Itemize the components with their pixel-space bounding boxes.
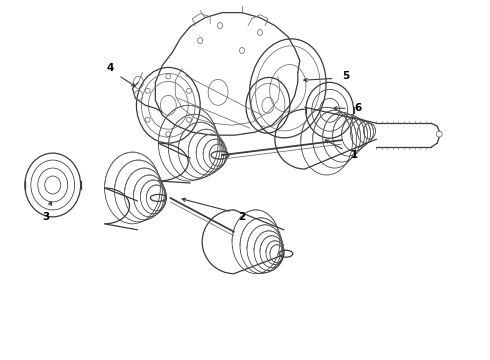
- Text: 3: 3: [42, 212, 49, 222]
- Text: 5: 5: [342, 71, 349, 81]
- Text: 2: 2: [239, 212, 245, 222]
- Text: 1: 1: [351, 150, 358, 160]
- Text: 4: 4: [107, 63, 114, 73]
- Text: 6: 6: [354, 103, 361, 113]
